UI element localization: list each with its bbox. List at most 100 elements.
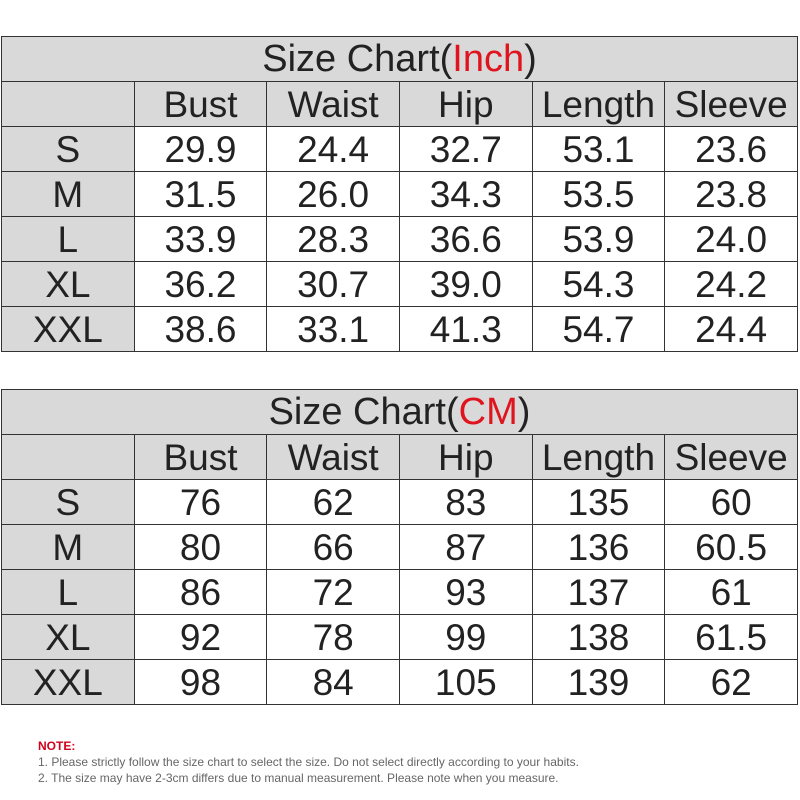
- measurement-cell: 83: [398, 479, 533, 525]
- title-text: Size Chart(: [262, 38, 453, 80]
- title-text: Size Chart(: [268, 391, 459, 433]
- column-header: [1, 81, 135, 127]
- size-label: XXL: [1, 306, 135, 352]
- measurement-cell: 38.6: [133, 306, 268, 352]
- title-row: Size Chart(Inch): [1, 36, 798, 82]
- measurement-cell: 87: [398, 524, 533, 570]
- measurement-cell: 136: [531, 524, 666, 570]
- measurement-cell: 66: [266, 524, 400, 570]
- table-row: L 86 72 93 137 61: [1, 569, 798, 615]
- measurement-cell: 139: [531, 659, 666, 705]
- measurement-cell: 92: [133, 614, 268, 660]
- measurement-cell: 32.7: [398, 126, 533, 172]
- size-label: XL: [1, 614, 135, 660]
- measurement-cell: 24.4: [266, 126, 400, 172]
- chart-title: Size Chart(CM): [1, 389, 798, 435]
- column-header: Bust: [133, 81, 268, 127]
- column-header: Waist: [266, 434, 400, 480]
- measurement-cell: 53.5: [531, 171, 666, 217]
- measurement-cell: 93: [398, 569, 533, 615]
- measurement-cell: 61.5: [664, 614, 798, 660]
- measurement-cell: 60: [664, 479, 798, 525]
- measurement-cell: 24.2: [664, 261, 798, 307]
- measurement-cell: 36.2: [133, 261, 268, 307]
- measurement-cell: 137: [531, 569, 666, 615]
- table-row: S 76 62 83 135 60: [1, 479, 798, 525]
- column-header: Sleeve: [664, 81, 798, 127]
- measurement-cell: 135: [531, 479, 666, 525]
- measurement-cell: 62: [664, 659, 798, 705]
- measurement-cell: 26.0: [266, 171, 400, 217]
- size-label: M: [1, 524, 135, 570]
- measurement-cell: 24.0: [664, 216, 798, 262]
- table-row: S 29.9 24.4 32.7 53.1 23.6: [1, 126, 798, 172]
- measurement-cell: 72: [266, 569, 400, 615]
- header-row: Bust Waist Hip Length Sleeve: [1, 434, 798, 480]
- column-header: Length: [531, 81, 666, 127]
- title-close: ): [524, 38, 537, 80]
- measurement-cell: 34.3: [398, 171, 533, 217]
- table-row: XXL 98 84 105 139 62: [1, 659, 798, 705]
- size-label: XL: [1, 261, 135, 307]
- size-label: L: [1, 216, 135, 262]
- measurement-cell: 30.7: [266, 261, 400, 307]
- table-row: L 33.9 28.3 36.6 53.9 24.0: [1, 216, 798, 262]
- measurement-cell: 36.6: [398, 216, 533, 262]
- measurement-cell: 138: [531, 614, 666, 660]
- measurement-cell: 33.9: [133, 216, 268, 262]
- table-row: XL 36.2 30.7 39.0 54.3 24.2: [1, 261, 798, 307]
- measurement-cell: 80: [133, 524, 268, 570]
- size-label: L: [1, 569, 135, 615]
- column-header: [1, 434, 135, 480]
- size-label: XXL: [1, 659, 135, 705]
- measurement-cell: 84: [266, 659, 400, 705]
- column-header: Sleeve: [664, 434, 798, 480]
- measurement-cell: 78: [266, 614, 400, 660]
- measurement-cell: 29.9: [133, 126, 268, 172]
- measurement-cell: 28.3: [266, 216, 400, 262]
- note-line-1: 1. Please strictly follow the size chart…: [38, 755, 579, 769]
- table-row: XXL 38.6 33.1 41.3 54.7 24.4: [1, 306, 798, 352]
- measurement-cell: 98: [133, 659, 268, 705]
- chart-title: Size Chart(Inch): [1, 36, 798, 82]
- unit-label: Inch: [452, 38, 525, 80]
- note-line-2: 2. The size may have 2-3cm differs due t…: [38, 771, 559, 785]
- table-row: M 31.5 26.0 34.3 53.5 23.8: [1, 171, 798, 217]
- measurement-cell: 54.7: [531, 306, 666, 352]
- measurement-cell: 41.3: [398, 306, 533, 352]
- column-header: Bust: [133, 434, 268, 480]
- table-row: XL 92 78 99 138 61.5: [1, 614, 798, 660]
- unit-label: CM: [458, 391, 518, 433]
- measurement-cell: 31.5: [133, 171, 268, 217]
- column-header: Length: [531, 434, 666, 480]
- measurement-cell: 105: [398, 659, 533, 705]
- measurement-cell: 53.1: [531, 126, 666, 172]
- measurement-cell: 76: [133, 479, 268, 525]
- measurement-cell: 86: [133, 569, 268, 615]
- measurement-cell: 39.0: [398, 261, 533, 307]
- measurement-cell: 53.9: [531, 216, 666, 262]
- measurement-cell: 24.4: [664, 306, 798, 352]
- note-section: NOTE: 1. Please strictly follow the size…: [38, 738, 579, 786]
- size-chart-inch: Size Chart(Inch) Bust Waist Hip Length Sleeve…: [1, 36, 798, 352]
- column-header: Hip: [398, 81, 533, 127]
- size-label: S: [1, 126, 135, 172]
- column-header: Hip: [398, 434, 533, 480]
- measurement-cell: 62: [266, 479, 400, 525]
- size-label: M: [1, 171, 135, 217]
- header-row: Bust Waist Hip Length Sleeve: [1, 81, 798, 127]
- measurement-cell: 99: [398, 614, 533, 660]
- size-label: S: [1, 479, 135, 525]
- note-label: NOTE:: [38, 739, 76, 753]
- size-chart-cm: Size Chart(CM) Bust Waist Hip Length Sleeve S 7…: [1, 389, 798, 705]
- measurement-cell: 23.8: [664, 171, 798, 217]
- title-row: Size Chart(CM): [1, 389, 798, 435]
- measurement-cell: 33.1: [266, 306, 400, 352]
- title-close: ): [517, 391, 531, 433]
- measurement-cell: 23.6: [664, 126, 798, 172]
- measurement-cell: 61: [664, 569, 798, 615]
- measurement-cell: 60.5: [664, 524, 798, 570]
- table-row: M 80 66 87 136 60.5: [1, 524, 798, 570]
- column-header: Waist: [266, 81, 400, 127]
- measurement-cell: 54.3: [531, 261, 666, 307]
